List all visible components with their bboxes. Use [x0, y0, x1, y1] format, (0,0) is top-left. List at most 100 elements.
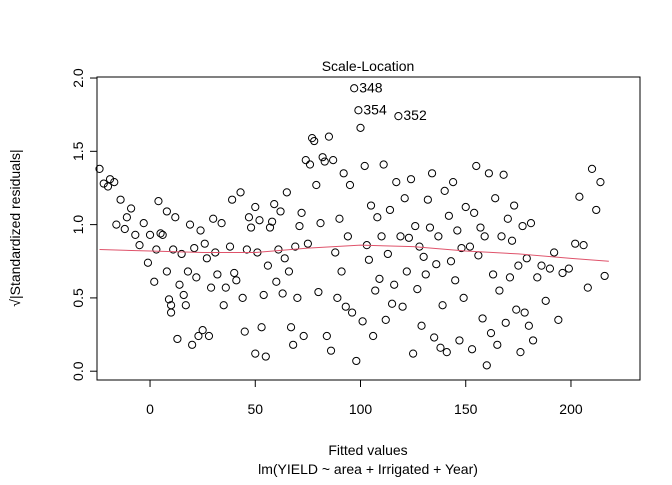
point — [387, 299, 397, 308]
point — [335, 214, 344, 223]
point — [507, 236, 517, 245]
point — [425, 223, 435, 232]
point — [166, 301, 176, 310]
point — [518, 221, 527, 231]
x-tick-label: 100 — [349, 401, 373, 417]
point — [326, 346, 336, 355]
point — [358, 317, 367, 326]
point — [373, 213, 382, 222]
point — [337, 267, 346, 276]
point — [575, 192, 584, 201]
point — [329, 156, 338, 165]
point — [331, 248, 340, 257]
point — [421, 270, 430, 279]
point — [228, 195, 237, 204]
point — [322, 331, 331, 341]
point — [516, 348, 525, 357]
point — [126, 204, 136, 213]
point — [505, 273, 515, 282]
point — [366, 201, 376, 210]
subtitle: lm(YIELD ~ area + Irrigated + Year) — [258, 461, 478, 477]
point — [512, 305, 521, 314]
point — [244, 213, 254, 222]
point — [524, 321, 533, 330]
plot-box — [96, 76, 641, 381]
point — [587, 164, 597, 174]
point — [110, 178, 119, 187]
point — [436, 343, 445, 352]
point — [320, 157, 329, 166]
point — [103, 182, 113, 191]
point — [406, 175, 416, 184]
point — [419, 252, 428, 261]
point — [470, 208, 479, 217]
point — [444, 211, 453, 220]
point — [379, 160, 388, 169]
point — [394, 112, 403, 121]
point — [152, 245, 161, 254]
point — [261, 352, 270, 361]
chart-title: Scale-Location — [322, 58, 415, 74]
point — [310, 136, 319, 146]
point — [139, 219, 148, 228]
point — [449, 178, 458, 187]
point — [533, 273, 542, 282]
point — [150, 277, 159, 286]
point — [268, 217, 277, 226]
point — [390, 280, 399, 289]
point — [364, 255, 374, 264]
point — [175, 280, 184, 289]
point — [242, 245, 251, 254]
point — [236, 188, 245, 197]
point — [166, 308, 176, 317]
point — [545, 264, 555, 273]
point — [350, 84, 359, 93]
point — [371, 286, 380, 295]
point — [259, 290, 268, 300]
point — [404, 233, 414, 242]
point — [345, 180, 355, 190]
point — [230, 268, 239, 278]
point — [341, 302, 350, 311]
point — [246, 223, 256, 232]
point — [486, 328, 496, 338]
point — [354, 106, 363, 115]
point — [263, 261, 272, 270]
x-tick-label: 200 — [559, 401, 583, 417]
point — [162, 207, 171, 216]
point — [312, 180, 321, 190]
point — [209, 214, 218, 223]
point — [396, 232, 405, 241]
point — [493, 340, 502, 349]
point — [204, 331, 214, 341]
y-axis-label: √|Standardized residuals| — [7, 149, 23, 306]
point — [135, 241, 144, 250]
point — [99, 179, 108, 188]
point — [154, 197, 163, 206]
point — [299, 331, 308, 341]
point — [427, 169, 437, 178]
point — [221, 283, 230, 292]
point — [571, 239, 580, 248]
point — [206, 283, 216, 292]
point — [501, 318, 510, 327]
point — [194, 331, 203, 341]
point — [143, 258, 153, 267]
point — [478, 314, 487, 323]
point — [295, 221, 304, 231]
point — [173, 334, 182, 344]
x-tick-label: 0 — [146, 401, 154, 417]
point-label: 354 — [363, 101, 387, 117]
point — [105, 175, 115, 184]
point — [579, 241, 588, 250]
point — [318, 153, 327, 162]
point — [356, 123, 365, 132]
point — [510, 201, 519, 210]
point — [272, 277, 281, 286]
point — [347, 308, 357, 317]
point — [274, 245, 283, 254]
point — [438, 301, 447, 310]
point — [398, 302, 407, 311]
point — [484, 169, 493, 178]
x-axis-label: Fitted values — [328, 442, 407, 458]
